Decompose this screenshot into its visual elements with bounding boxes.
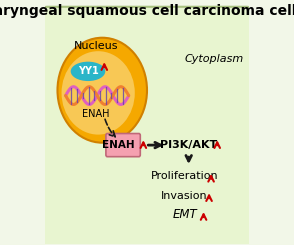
Text: EMT: EMT	[172, 208, 197, 221]
Text: YY1: YY1	[78, 66, 98, 76]
Text: Nucleus: Nucleus	[74, 41, 118, 51]
Ellipse shape	[61, 51, 135, 135]
Text: laryngeal squamous cell carcinoma cells: laryngeal squamous cell carcinoma cells	[0, 4, 294, 18]
Text: Cytoplasm: Cytoplasm	[185, 54, 244, 64]
Text: Invasion: Invasion	[161, 191, 208, 201]
FancyBboxPatch shape	[41, 7, 253, 245]
Text: ENAH: ENAH	[82, 109, 110, 119]
FancyBboxPatch shape	[106, 134, 140, 157]
Ellipse shape	[71, 62, 105, 81]
Ellipse shape	[58, 38, 147, 143]
Text: Proliferation: Proliferation	[151, 171, 218, 181]
Text: PI3K/AKT: PI3K/AKT	[160, 140, 217, 150]
Text: ENAH: ENAH	[102, 140, 134, 150]
